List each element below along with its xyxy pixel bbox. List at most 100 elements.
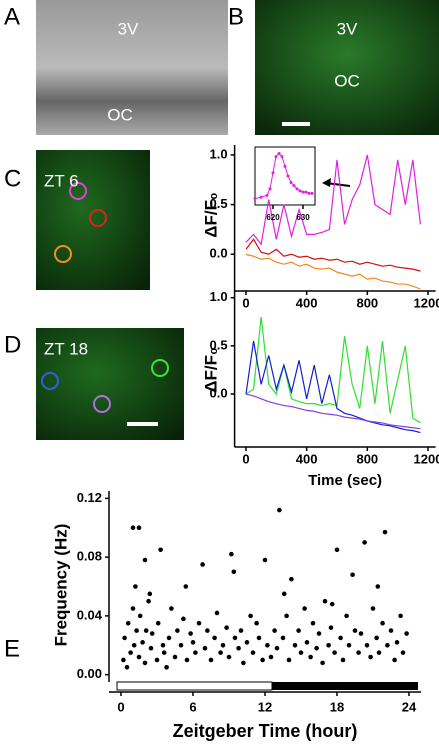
trace-point <box>268 187 272 191</box>
point <box>196 620 202 626</box>
point <box>143 628 149 633</box>
point <box>133 584 138 589</box>
point <box>202 645 208 651</box>
x-tick-label: 400 <box>296 295 318 310</box>
y-tick-label: 0.5 <box>210 337 228 352</box>
point <box>274 645 280 651</box>
scale-bar <box>127 422 158 426</box>
point <box>166 635 172 641</box>
inset-frame <box>254 146 316 206</box>
point <box>256 635 262 641</box>
y-axis-label: ΔF/F₀ <box>201 192 220 237</box>
point <box>128 650 133 655</box>
point <box>121 657 126 663</box>
y-tick-label: 0.08 <box>77 549 102 564</box>
point <box>298 650 304 655</box>
point <box>158 547 163 553</box>
point <box>364 642 370 648</box>
point <box>175 628 180 633</box>
x-tick-label: 0 <box>242 295 249 310</box>
image-c <box>36 150 150 290</box>
roi <box>69 182 87 200</box>
trace <box>245 316 421 424</box>
image-a <box>36 0 228 135</box>
y-axis-label: Frequency (Hz) <box>51 524 70 647</box>
trace-point <box>292 184 296 188</box>
point <box>394 640 400 645</box>
point <box>122 635 127 641</box>
y-tick-label: 0.04 <box>77 607 103 622</box>
point <box>178 642 184 648</box>
trace-point <box>277 151 281 155</box>
light-phase <box>116 681 273 691</box>
point <box>148 645 154 651</box>
trace-point <box>304 190 308 194</box>
point <box>277 507 282 513</box>
panel-label: C <box>4 165 21 192</box>
point <box>181 616 186 622</box>
x-tick-label: 1200 <box>414 451 439 466</box>
image-b <box>255 0 439 135</box>
point <box>334 547 340 553</box>
point <box>160 642 166 648</box>
point <box>136 654 142 660</box>
image-d <box>36 328 184 440</box>
y-axis-label: ΔF/F₀ <box>201 347 220 392</box>
point <box>232 635 238 641</box>
x-tick-label: 12 <box>258 699 272 714</box>
point <box>183 584 189 589</box>
x-tick-label: 630 <box>296 213 310 222</box>
point <box>193 650 198 655</box>
point <box>380 620 385 626</box>
panel-label: B <box>228 3 244 30</box>
point <box>188 631 193 636</box>
point <box>262 557 268 563</box>
trace-point <box>259 195 263 199</box>
trace <box>245 238 421 272</box>
point <box>304 640 310 645</box>
point <box>137 613 143 619</box>
point <box>382 529 388 535</box>
point <box>332 650 337 655</box>
x-tick-label: 18 <box>330 699 344 714</box>
panel-label: E <box>4 635 20 662</box>
point <box>212 635 217 641</box>
point <box>368 654 373 660</box>
point <box>140 640 145 645</box>
point <box>205 628 210 633</box>
trace-point <box>298 189 302 193</box>
point <box>184 657 190 663</box>
point <box>398 613 403 619</box>
point <box>392 657 397 663</box>
image-label: 3V <box>118 19 139 38</box>
point <box>328 625 334 630</box>
point <box>146 598 151 604</box>
y-tick-label: 0.00 <box>77 666 102 681</box>
image-label: ZT 6 <box>44 171 79 190</box>
point <box>326 642 331 648</box>
point <box>224 625 229 630</box>
image-label: OC <box>107 105 133 124</box>
point <box>208 657 214 663</box>
point <box>338 635 343 641</box>
x-tick-label: 24 <box>402 699 417 714</box>
point <box>370 606 376 611</box>
point <box>302 606 307 611</box>
point <box>352 628 358 633</box>
trace <box>245 253 421 290</box>
point <box>375 584 381 589</box>
point <box>250 650 256 655</box>
point <box>362 540 367 545</box>
point <box>340 657 346 663</box>
point <box>172 654 178 660</box>
point <box>296 628 301 633</box>
point <box>316 631 322 636</box>
trace <box>245 393 421 430</box>
roi <box>151 359 169 377</box>
point <box>147 591 153 597</box>
point <box>134 628 139 633</box>
point <box>281 591 287 597</box>
image-label: ZT 18 <box>44 339 88 358</box>
trace <box>245 340 421 434</box>
point <box>241 660 246 666</box>
